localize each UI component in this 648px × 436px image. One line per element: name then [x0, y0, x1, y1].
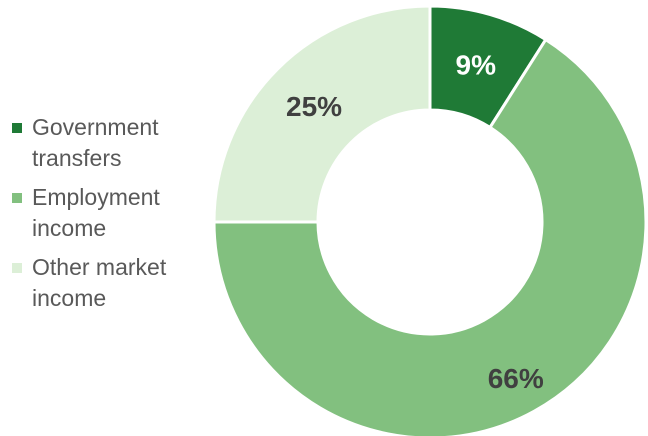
legend-item-government-transfers: Government transfers: [12, 112, 202, 174]
slice-other-market-income: [212, 4, 432, 224]
legend-item-employment-income: Employment income: [12, 182, 202, 244]
data-label-government-transfers: 9%: [456, 50, 497, 81]
data-label-other-market-income: 25%: [286, 91, 342, 122]
legend-swatch-employment-income: [12, 193, 22, 203]
legend-swatch-other-market-income: [12, 263, 22, 273]
legend-label-government-transfers: Government transfers: [32, 114, 159, 171]
legend-label-other-market-income: Other market income: [32, 254, 167, 311]
legend-item-other-market-income: Other market income: [12, 252, 202, 314]
legend-label-employment-income: Employment income: [32, 184, 160, 241]
data-label-employment-income: 66%: [488, 363, 544, 394]
legend-swatch-government-transfers: [12, 123, 22, 133]
slice-employment-income: [212, 37, 648, 436]
legend: Government transfers Employment income O…: [12, 112, 202, 322]
